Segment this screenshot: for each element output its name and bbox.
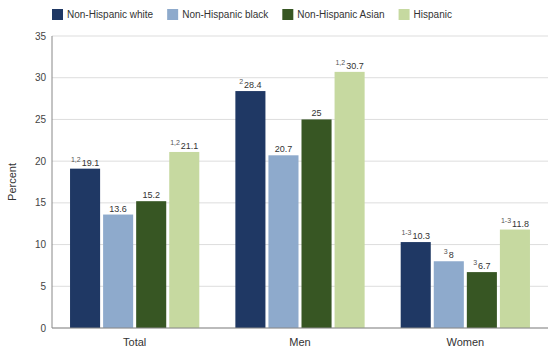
legend-swatch <box>52 9 63 20</box>
bar <box>467 272 497 328</box>
grid-line <box>52 77 548 78</box>
y-tick-label: 5 <box>40 281 46 292</box>
x-tick-label: Men <box>289 336 310 348</box>
x-tick-label: Total <box>123 336 146 348</box>
superscript: 1,2 <box>71 156 81 163</box>
y-tick-label: 10 <box>35 239 47 250</box>
data-label: 19.1 <box>82 158 100 168</box>
data-labels: 19.11,213.615.221.11,228.4220.72530.71,2… <box>71 59 529 271</box>
y-tick-label: 35 <box>35 31 47 42</box>
x-tick-label: Women <box>446 336 484 348</box>
grid-line <box>52 161 548 162</box>
y-tick-label: 30 <box>35 72 47 83</box>
data-label: 13.6 <box>109 204 127 214</box>
grid-line <box>52 328 548 329</box>
data-label: 11.8 <box>512 219 529 229</box>
bar <box>136 201 166 328</box>
bar <box>70 169 100 328</box>
data-label: 28.4 <box>244 80 262 90</box>
grid-line <box>52 119 548 120</box>
bar <box>434 261 464 328</box>
bar <box>169 152 199 328</box>
bar <box>401 242 431 328</box>
legend-label: Hispanic <box>414 9 452 20</box>
legend-label: Non-Hispanic Asian <box>297 9 384 20</box>
bars <box>70 72 530 328</box>
legend-label: Non-Hispanic white <box>67 9 154 20</box>
y-tick-label: 15 <box>35 197 47 208</box>
superscript: 1-3 <box>501 217 511 224</box>
data-label: 8 <box>449 250 454 260</box>
data-label: 6.7 <box>478 261 491 271</box>
legend-swatch <box>167 9 178 20</box>
x-axis-line <box>52 328 548 329</box>
data-label: 10.3 <box>413 231 431 241</box>
grid-line <box>52 36 548 37</box>
superscript: 1-3 <box>401 229 411 236</box>
superscript: 3 <box>444 248 448 255</box>
bar <box>302 119 332 328</box>
data-label: 25 <box>312 108 322 118</box>
superscript: 2 <box>239 78 243 85</box>
y-tick-label: 20 <box>35 156 47 167</box>
bar <box>268 155 298 328</box>
legend: Non-Hispanic white Non-Hispanic black Non-… <box>52 9 452 20</box>
bar <box>235 91 265 328</box>
y-axis-line <box>52 36 53 328</box>
bar <box>335 72 365 328</box>
data-label: 15.2 <box>142 190 160 200</box>
bar <box>500 230 530 328</box>
data-label: 30.7 <box>346 61 364 71</box>
chart: 05101520253035Percent19.11,213.615.221.1… <box>0 0 560 358</box>
legend-label: Non-Hispanic black <box>182 9 269 20</box>
superscript: 3 <box>473 259 477 266</box>
data-label: 21.1 <box>181 141 199 151</box>
superscript: 1,2 <box>170 139 180 146</box>
superscript: 1,2 <box>335 59 345 66</box>
bar <box>103 215 133 328</box>
data-label: 20.7 <box>275 144 293 154</box>
y-tick-label: 25 <box>35 114 47 125</box>
legend-swatch <box>399 9 410 20</box>
y-tick-label: 0 <box>40 323 46 334</box>
y-axis-label: Percent <box>6 163 18 201</box>
legend-swatch <box>282 9 293 20</box>
